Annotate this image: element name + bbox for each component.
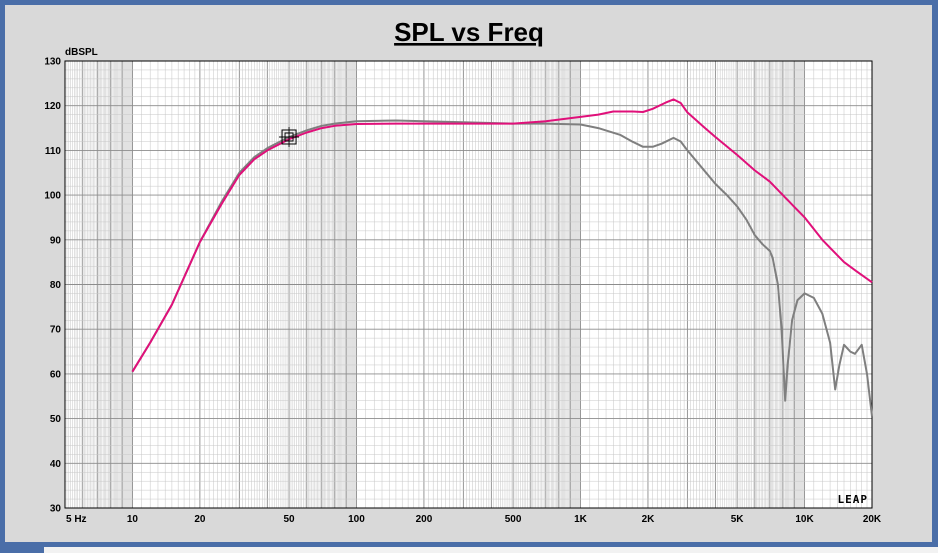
- status-strip: [44, 547, 938, 553]
- x-tick-label: 100: [348, 514, 365, 525]
- x-axis: 5 Hz 10 20 50 100 200 500 1K 2K 5K 10K 20K: [66, 514, 882, 525]
- y-tick-label: 70: [50, 325, 62, 336]
- y-tick-label: 100: [44, 191, 61, 202]
- x-tick-label: 2K: [642, 514, 656, 525]
- y-tick-label: 40: [50, 459, 62, 470]
- y-tick-label: 120: [44, 101, 61, 112]
- y-tick-label: 130: [44, 57, 61, 68]
- plot-border: [64, 60, 873, 509]
- bottom-strip: [0, 544, 938, 553]
- chart-title: SPL vs Freq: [394, 17, 544, 47]
- x-tick-label: 10K: [795, 514, 814, 525]
- grid: [64, 60, 873, 509]
- y-tick-label: 80: [50, 280, 62, 291]
- y-tick-label: 50: [50, 414, 62, 425]
- cursor-marker[interactable]: [279, 126, 300, 147]
- x-tick-label: 1K: [574, 514, 588, 525]
- y-tick-label: 90: [50, 235, 62, 246]
- y-axis: 30 40 50 60 70 80 90 100 110 120 130: [44, 57, 61, 515]
- series-line: [131, 119, 873, 417]
- y-axis-label: dBSPL: [65, 47, 98, 58]
- x-tick-label: 5 Hz: [66, 514, 87, 525]
- y-tick-label: 30: [50, 504, 62, 515]
- y-tick-label: 110: [45, 146, 62, 157]
- series-group: [131, 98, 873, 417]
- y-tick-label: 60: [50, 369, 62, 380]
- leap-watermark: LEAP: [838, 493, 869, 506]
- x-tick-label: 500: [505, 514, 522, 525]
- x-tick-label: 20K: [863, 514, 882, 525]
- series-line: [131, 98, 873, 373]
- x-tick-label: 200: [416, 514, 433, 525]
- x-tick-label: 10: [127, 514, 139, 525]
- x-tick-label: 20: [194, 514, 206, 525]
- x-tick-label: 5K: [731, 514, 745, 525]
- x-tick-label: 50: [283, 514, 295, 525]
